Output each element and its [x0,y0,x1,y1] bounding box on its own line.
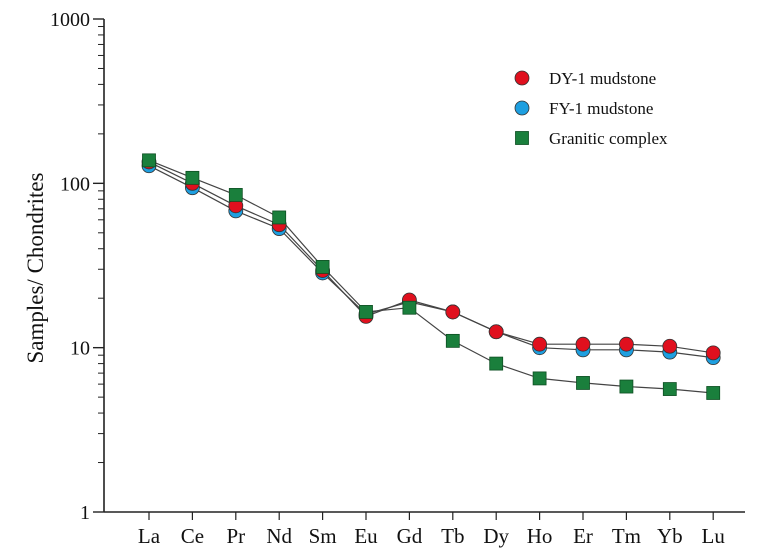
data-point [272,210,287,225]
data-point [705,345,721,361]
data-point [445,333,460,348]
axes: 1 10 100 1000 La Ce Pr Nd Sm Eu Gd Tb Dy Ho Er Tm Yb Lu [50,9,745,548]
data-point [228,188,243,202]
x-tick-label: La [138,524,161,548]
y-tick-label: 100 [60,173,90,195]
legend-marker [515,131,529,145]
x-tick-label: Gd [397,524,423,548]
x-tick-label: Ce [181,524,204,548]
legend-label: Granitic complex [549,129,668,148]
data-point [662,338,678,354]
data-point [575,336,591,352]
legend-label: FY-1 mudstone [549,99,653,118]
y-axis-label: Samples/ Chondrites [23,172,48,363]
x-tick-label: Nd [266,524,292,548]
y-tick-label: 1000 [50,9,90,31]
data-point [576,376,590,390]
x-tick-label: Eu [354,524,378,548]
x-tick-label: Tm [612,524,641,548]
x-tick-label: Tb [441,524,464,548]
x-tick-label: Pr [226,524,245,548]
x-tick-label: Lu [702,524,726,548]
data-point [142,153,156,168]
series-line [148,159,714,394]
x-tick-label: Sm [309,524,337,548]
y-tick-label: 10 [70,338,90,360]
data-point [532,336,547,352]
legend-label: DY-1 mudstone [549,69,656,88]
x-tick-label: Ho [527,524,553,548]
data-point [662,382,677,396]
data-point [359,305,373,319]
x-tick-label: Dy [483,524,509,548]
data-point [402,300,417,315]
data-point [185,170,200,185]
x-tick-label: Er [573,524,593,548]
data-point [315,260,330,274]
data-point [488,324,504,340]
data-point [619,379,634,394]
legend-marker [514,70,530,86]
data-point [489,356,504,371]
series-markers [141,153,721,400]
data-point [532,371,547,386]
legend: DY-1 mudstone FY-1 mudstone Granitic compl… [514,69,668,148]
data-point [706,386,721,400]
x-tick-label: Yb [657,524,683,548]
data-point [619,336,634,352]
legend-marker [514,100,530,116]
data-point [445,304,461,320]
y-tick-label: 1 [80,502,90,524]
